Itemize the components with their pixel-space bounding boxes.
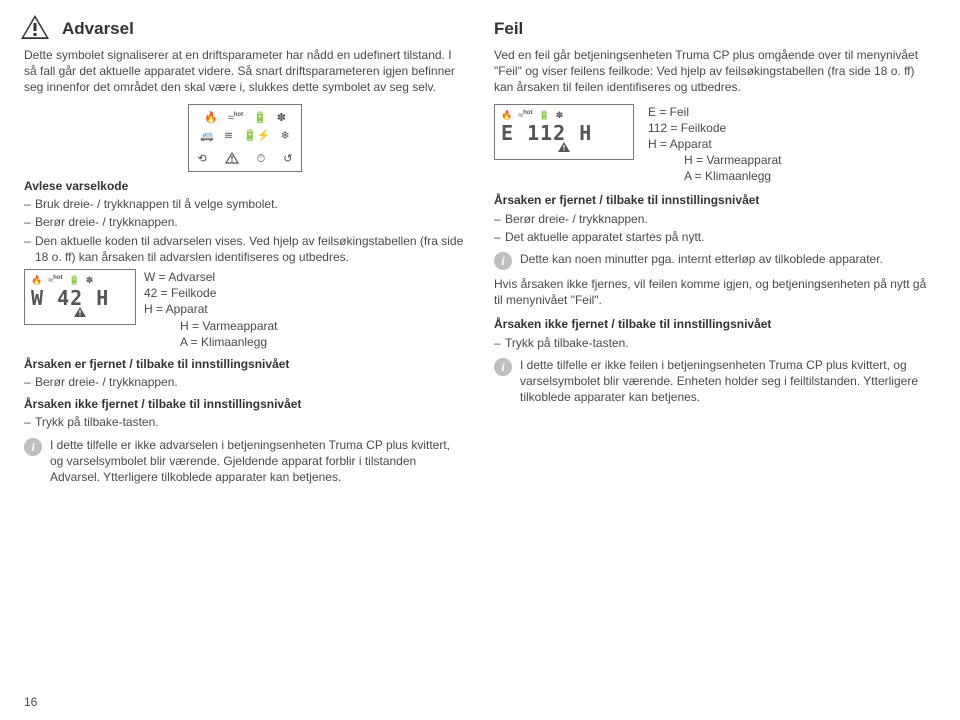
menu-display: 🔥 ≈hot 🔋 ✽ 🚐 ≋ 🔋⚡ ❄ ⟲ ⏱ ↺	[188, 104, 301, 173]
info-icon: i	[24, 438, 42, 456]
vehicle-icon: 🚐	[200, 129, 214, 144]
page-number: 16	[24, 694, 37, 710]
subhead-avlese: Avlese varselkode	[24, 178, 466, 194]
list-item: Trykk på tilbake-tasten.	[494, 335, 936, 351]
clock-icon: ⏱	[257, 152, 266, 167]
title-advarsel: Advarsel	[62, 18, 134, 41]
water-icon: ≋	[224, 129, 233, 144]
error-code-display: 🔥 ≈hot 🔋 ✽ E 112 H	[494, 104, 634, 160]
fan-icon: ✽	[556, 109, 564, 121]
after-info1: Hvis årsaken ikke fjernes, vil feilen ko…	[494, 276, 936, 308]
fan-icon: ✽	[86, 274, 94, 286]
subhead-ikkefjernet-l: Årsaken ikke fjernet / tilbake til innst…	[24, 396, 466, 412]
list-item: Berør dreie- / trykknappen.	[24, 374, 466, 390]
battery-icon: 🔋	[539, 109, 550, 121]
right-column: Feil Ved en feil går betjeningsenheten T…	[494, 18, 936, 491]
error-legend: E = Feil 112 = Feilkode H = Apparat H = …	[648, 104, 782, 185]
heat-icon: ≈hot	[48, 274, 62, 286]
subhead-erfjernet-r: Årsaken er fjernet / tilbake til innstil…	[494, 192, 936, 208]
title-feil: Feil	[494, 18, 936, 41]
ikkefjernet-list-l: Trykk på tilbake-tasten.	[24, 414, 466, 430]
info-text-left: I dette tilfelle er ikke advarselen i be…	[50, 437, 466, 486]
heat-icon: ≈hot	[228, 111, 243, 126]
erfjernet-list-r: Berør dreie- / trykknappen. Det aktuelle…	[494, 211, 936, 245]
list-item: Trykk på tilbake-tasten.	[24, 414, 466, 430]
list-item: Det aktuelle apparatet startes på nytt.	[494, 229, 936, 245]
reset-icon: ⟲	[197, 152, 206, 167]
flame-icon: 🔥	[204, 111, 218, 126]
segment-code: E 112 H	[501, 123, 627, 143]
power-icon: 🔋⚡	[243, 129, 270, 144]
warning-icon	[20, 14, 50, 40]
warning-code-display: 🔥 ≈hot 🔋 ✽ W 42 H	[24, 269, 136, 325]
ikkefjernet-list-r: Trykk på tilbake-tasten.	[494, 335, 936, 351]
info-note-left: i I dette tilfelle er ikke advarselen i …	[24, 437, 466, 486]
info-icon: i	[494, 252, 512, 270]
info-note-r1: i Dette kan noen minutter pga. internt e…	[494, 251, 936, 270]
back-icon: ↺	[283, 152, 292, 167]
fan-icon: ✽	[277, 111, 286, 126]
heat-icon: ≈hot	[518, 109, 532, 121]
info-icon: i	[494, 358, 512, 376]
warning-triangle-icon	[73, 306, 87, 318]
erfjernet-list-l: Berør dreie- / trykknappen.	[24, 374, 466, 390]
warning-legend: W = Advarsel 42 = Feilkode H = Apparat H…	[144, 269, 278, 350]
snow-icon: ❄	[281, 129, 290, 144]
feil-intro: Ved en feil går betjeningsenheten Truma …	[494, 47, 936, 96]
left-column: Advarsel Dette symbolet signaliserer at …	[24, 18, 466, 491]
list-item: Den aktuelle koden til advarselen vises.…	[24, 233, 466, 265]
advarsel-intro: Dette symbolet signaliserer at en drifts…	[24, 47, 466, 96]
info-text-r2: I dette tilfelle er ikke feilen i betjen…	[520, 357, 936, 406]
segment-code: W 42 H	[31, 288, 129, 308]
info-text-r1: Dette kan noen minutter pga. internt ett…	[520, 251, 883, 267]
subhead-ikkefjernet-r: Årsaken ikke fjernet / tilbake til innst…	[494, 316, 936, 332]
list-item: Berør dreie- / trykknappen.	[24, 214, 466, 230]
flame-icon: 🔥	[31, 274, 42, 286]
flame-icon: 🔥	[501, 109, 512, 121]
warning-triangle-icon	[225, 152, 239, 164]
avlese-list: Bruk dreie- / trykknappen til å velge sy…	[24, 196, 466, 265]
list-item: Berør dreie- / trykknappen.	[494, 211, 936, 227]
warning-triangle-icon	[557, 141, 571, 153]
battery-icon: 🔋	[253, 111, 267, 126]
list-item: Bruk dreie- / trykknappen til å velge sy…	[24, 196, 466, 212]
info-note-r2: i I dette tilfelle er ikke feilen i betj…	[494, 357, 936, 406]
subhead-erfjernet-l: Årsaken er fjernet / tilbake til innstil…	[24, 356, 466, 372]
battery-icon: 🔋	[69, 274, 80, 286]
